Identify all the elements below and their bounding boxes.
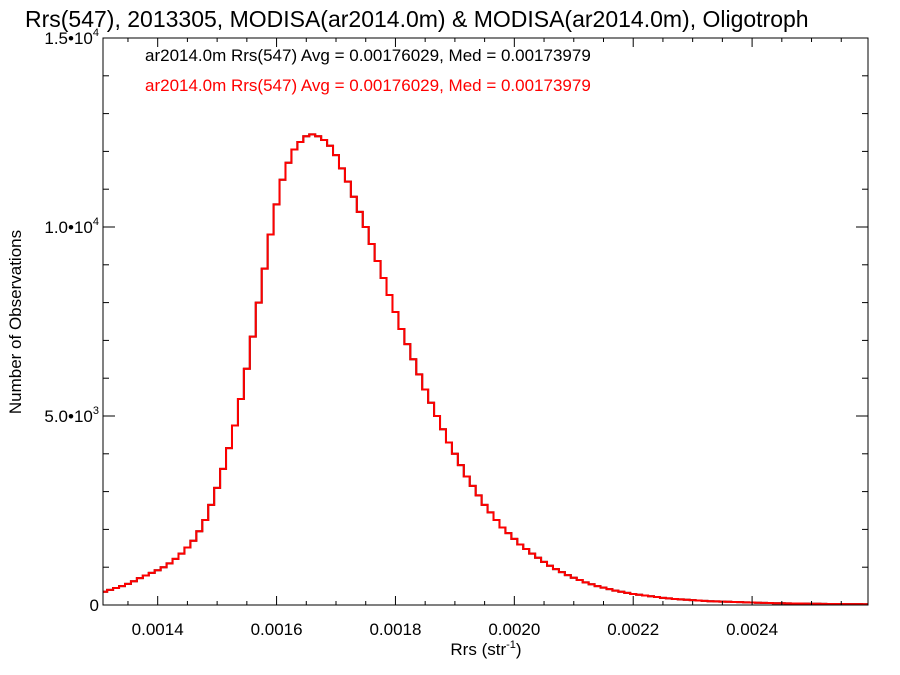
- x-tick-label: 0.0018: [369, 620, 421, 639]
- y-axis-label: Number of Observations: [6, 230, 25, 414]
- y-axis-ticks: 0 5.0•103 1.0•104 1.5•104: [44, 27, 868, 615]
- x-axis-label: Rrs (str-1): [450, 639, 521, 659]
- x-tick-label: 0.0022: [607, 620, 659, 639]
- y-tick-label: 0: [90, 596, 99, 615]
- y-tick-label: 1.5•104: [44, 27, 99, 48]
- series-0-line: [103, 133, 868, 606]
- legend-entry-black: ar2014.0m Rrs(547) Avg = 0.00176029, Med…: [145, 46, 591, 65]
- series-layer: [103, 133, 868, 606]
- x-axis-label-superscript: -1: [506, 639, 516, 651]
- plot-frame: [102, 37, 869, 606]
- x-tick-label: 0.0014: [132, 620, 184, 639]
- chart-title: Rrs(547), 2013305, MODISA(ar2014.0m) & M…: [25, 6, 809, 32]
- x-tick-label: 0.0016: [251, 620, 303, 639]
- x-tick-label: 0.0020: [488, 620, 540, 639]
- y-tick-label: 1.0•104: [44, 216, 99, 237]
- legend-entry-red: ar2014.0m Rrs(547) Avg = 0.00176029, Med…: [145, 76, 591, 95]
- series-1-line: [103, 133, 868, 606]
- x-axis-ticks: 0.0014 0.0016 0.0018 0.0020 0.0022 0.0024: [127, 38, 842, 639]
- x-tick-label: 0.0024: [726, 620, 778, 639]
- x-axis-label-close: ): [516, 640, 522, 659]
- x-axis-label-main: Rrs (str: [450, 640, 506, 659]
- y-tick-label: 5.0•103: [44, 405, 99, 426]
